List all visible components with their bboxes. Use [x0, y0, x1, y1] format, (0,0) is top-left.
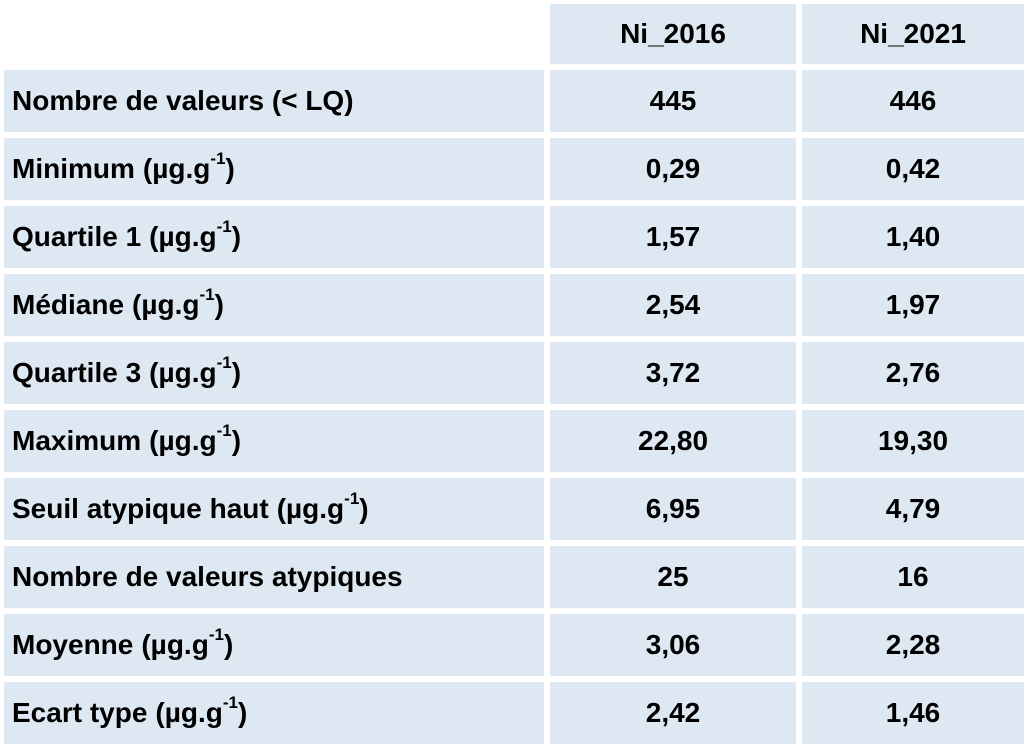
unit-exponent: -1	[210, 149, 226, 168]
row-unit: (µg.g-1)	[155, 694, 248, 729]
statistics-table: Ni_2016 Ni_2021 Nombre de valeurs (< LQ)…	[4, 4, 1024, 744]
unit-close: )	[359, 493, 369, 524]
value-ni-2021: 1,46	[802, 682, 1024, 744]
unit-text: (µg.g	[141, 629, 209, 660]
value-ni-2016: 6,95	[550, 478, 796, 540]
row-label: Moyenne (µg.g-1)	[4, 614, 544, 676]
value-ni-2021: 16	[802, 546, 1024, 608]
row-label-text: Maximum	[12, 425, 142, 456]
unit-text: (µg.g	[149, 357, 217, 388]
unit-exponent: -1	[216, 353, 232, 372]
unit-exponent: -1	[222, 693, 238, 712]
row-label: Maximum (µg.g-1)	[4, 410, 544, 472]
unit-close: )	[225, 153, 235, 184]
value-ni-2021: 19,30	[802, 410, 1024, 472]
row-label-text: Seuil atypique haut	[12, 493, 269, 524]
row-unit: (µg.g-1)	[149, 422, 242, 457]
row-label: Minimum (µg.g-1)	[4, 138, 544, 200]
value-ni-2021: 0,42	[802, 138, 1024, 200]
row-label: Nombre de valeurs atypiques	[4, 546, 544, 608]
unit-text: (µg.g	[276, 493, 345, 524]
unit-text: (µg.g	[132, 289, 200, 320]
unit-text: (µg.g	[149, 221, 217, 252]
row-unit: (µg.g-1)	[149, 218, 242, 253]
unit-exponent: -1	[216, 217, 232, 236]
row-label-text: Ecart type	[12, 697, 148, 728]
row-unit: (µg.g-1)	[276, 490, 369, 525]
value-ni-2021: 4,79	[802, 478, 1024, 540]
row-label-text: Moyenne	[12, 629, 134, 660]
value-ni-2016: 3,06	[550, 614, 796, 676]
row-label: Nombre de valeurs (< LQ)	[4, 70, 544, 132]
value-ni-2016: 2,54	[550, 274, 796, 336]
unit-close: )	[231, 357, 242, 388]
unit-exponent: -1	[199, 285, 215, 304]
row-label-text: Nombre de valeurs atypiques	[12, 561, 403, 592]
column-header-ni-2016: Ni_2016	[550, 4, 796, 64]
row-label-text: Quartile 1	[12, 221, 142, 252]
row-unit: (µg.g-1)	[142, 150, 235, 185]
unit-text: (µg.g	[142, 153, 211, 184]
unit-text: (µg.g	[155, 697, 223, 728]
unit-text: (µg.g	[149, 425, 217, 456]
row-label-text: Nombre de valeurs (< LQ)	[12, 85, 354, 116]
value-ni-2016: 1,57	[550, 206, 796, 268]
value-ni-2016: 0,29	[550, 138, 796, 200]
value-ni-2016: 22,80	[550, 410, 796, 472]
unit-close: )	[214, 289, 224, 320]
unit-exponent: -1	[208, 625, 224, 644]
row-label: Médiane (µg.g-1)	[4, 274, 544, 336]
row-unit: (µg.g-1)	[141, 626, 234, 661]
unit-exponent: -1	[344, 489, 360, 508]
column-header-ni-2021: Ni_2021	[802, 4, 1024, 64]
unit-close: )	[231, 425, 242, 456]
value-ni-2016: 445	[550, 70, 796, 132]
value-ni-2016: 25	[550, 546, 796, 608]
row-label-text: Médiane	[12, 289, 125, 320]
header-corner	[4, 4, 544, 64]
value-ni-2021: 2,28	[802, 614, 1024, 676]
row-label: Ecart type (µg.g-1)	[4, 682, 544, 744]
unit-close: )	[223, 629, 234, 660]
value-ni-2021: 446	[802, 70, 1024, 132]
unit-close: )	[237, 697, 248, 728]
row-label-text: Quartile 3	[12, 357, 142, 388]
value-ni-2016: 2,42	[550, 682, 796, 744]
value-ni-2021: 1,40	[802, 206, 1024, 268]
row-unit: (µg.g-1)	[132, 286, 224, 321]
row-label-text: Minimum	[12, 153, 135, 184]
row-label: Quartile 1 (µg.g-1)	[4, 206, 544, 268]
unit-exponent: -1	[216, 421, 232, 440]
value-ni-2016: 3,72	[550, 342, 796, 404]
unit-close: )	[231, 221, 242, 252]
row-label: Seuil atypique haut (µg.g-1)	[4, 478, 544, 540]
row-label: Quartile 3 (µg.g-1)	[4, 342, 544, 404]
value-ni-2021: 1,97	[802, 274, 1024, 336]
row-unit: (µg.g-1)	[149, 354, 242, 389]
value-ni-2021: 2,76	[802, 342, 1024, 404]
